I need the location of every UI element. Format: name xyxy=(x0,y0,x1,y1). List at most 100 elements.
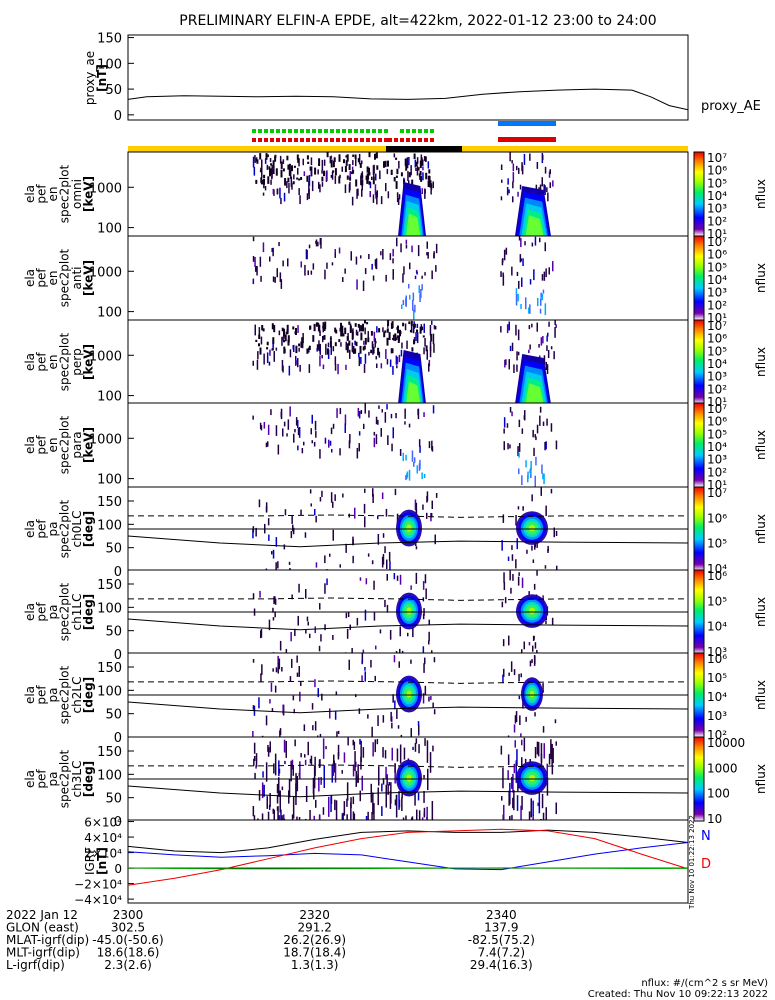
data-speck xyxy=(279,187,281,199)
data-speck xyxy=(339,407,342,415)
data-speck xyxy=(306,616,309,622)
panel-ylabel: [deg] xyxy=(82,594,96,630)
data-speck xyxy=(388,332,391,340)
data-speck xyxy=(515,294,518,306)
red-bar-seg xyxy=(318,138,322,142)
data-speck xyxy=(324,555,326,564)
loss-cone-solid xyxy=(127,785,689,798)
data-speck xyxy=(261,782,264,799)
data-speck xyxy=(375,356,377,360)
data-speck xyxy=(261,735,264,737)
data-speck xyxy=(522,698,524,709)
orbit-bar-black xyxy=(386,146,462,152)
data-speck xyxy=(351,342,354,352)
data-speck xyxy=(252,156,255,168)
data-speck xyxy=(408,283,410,289)
data-speck xyxy=(309,489,312,494)
data-speck xyxy=(387,160,389,167)
data-speck xyxy=(363,364,366,373)
data-speck xyxy=(531,659,533,664)
data-speck xyxy=(279,730,281,737)
energy-tick-label: 1000 xyxy=(89,349,122,364)
data-speck xyxy=(276,188,279,194)
data-speck xyxy=(267,747,270,757)
data-speck xyxy=(315,562,318,568)
data-speck xyxy=(413,462,415,467)
data-speck xyxy=(319,349,321,353)
data-speck xyxy=(310,157,313,166)
data-speck xyxy=(517,329,520,341)
data-speck xyxy=(374,184,377,195)
data-speck xyxy=(278,815,280,821)
data-speck xyxy=(295,345,298,354)
data-speck xyxy=(303,171,306,176)
data-speck xyxy=(367,337,370,343)
red-bar-seg xyxy=(342,138,346,142)
data-speck xyxy=(547,350,550,358)
green-bar-seg xyxy=(342,129,346,133)
colorbar-tick-label: 1000 xyxy=(707,761,738,775)
data-speck xyxy=(262,242,265,253)
ephem-value: 2.3(2.6) xyxy=(104,958,152,972)
data-speck xyxy=(528,325,531,330)
data-speck xyxy=(282,168,285,172)
data-speck xyxy=(402,299,405,305)
data-speck xyxy=(377,347,380,356)
data-speck xyxy=(312,263,315,270)
data-speck xyxy=(534,642,537,649)
data-speck xyxy=(389,359,392,367)
data-speck xyxy=(361,675,363,681)
data-speck xyxy=(526,549,528,554)
data-speck xyxy=(354,340,356,345)
data-speck xyxy=(344,166,347,173)
data-speck xyxy=(508,635,510,646)
data-speck xyxy=(509,815,511,821)
data-speck xyxy=(426,512,428,519)
data-speck xyxy=(330,796,332,813)
data-speck xyxy=(316,348,318,352)
data-speck xyxy=(516,271,519,276)
data-speck xyxy=(371,263,373,270)
data-speck xyxy=(375,645,377,650)
data-speck xyxy=(273,351,275,362)
colorbar-tick-label: 10⁷ xyxy=(707,486,727,500)
data-speck xyxy=(524,410,526,421)
data-speck xyxy=(371,812,373,821)
panel-ylabel: pef xyxy=(35,685,49,705)
data-speck xyxy=(424,272,426,276)
data-speck xyxy=(513,790,515,811)
data-speck xyxy=(513,724,516,733)
data-speck xyxy=(258,790,261,801)
red-bar-seg xyxy=(394,138,398,142)
data-speck xyxy=(292,527,295,535)
data-speck xyxy=(287,339,290,346)
data-speck xyxy=(543,743,545,759)
data-speck xyxy=(372,494,374,503)
data-speck xyxy=(294,331,297,335)
data-speck xyxy=(290,632,292,642)
ephem-value: 291.2 xyxy=(297,921,331,935)
data-speck xyxy=(520,673,522,678)
data-speck xyxy=(397,335,400,343)
data-speck xyxy=(286,329,289,335)
data-speck xyxy=(544,185,546,195)
data-speck xyxy=(506,187,509,196)
colorbar-tick-label: 10⁵ xyxy=(707,671,727,685)
data-speck xyxy=(329,156,332,164)
data-speck xyxy=(362,280,365,291)
data-speck xyxy=(545,361,547,370)
data-speck xyxy=(280,809,282,821)
data-speck xyxy=(431,320,433,325)
data-speck xyxy=(315,515,317,523)
data-speck xyxy=(278,330,281,336)
data-speck xyxy=(332,635,334,640)
green-bar-seg xyxy=(270,129,274,133)
data-speck xyxy=(530,467,532,478)
data-speck xyxy=(292,796,295,819)
data-speck xyxy=(366,180,369,184)
colorbar-unit: nflux xyxy=(754,764,768,794)
data-speck xyxy=(284,178,287,186)
data-speck xyxy=(391,443,393,452)
data-speck xyxy=(317,169,319,175)
